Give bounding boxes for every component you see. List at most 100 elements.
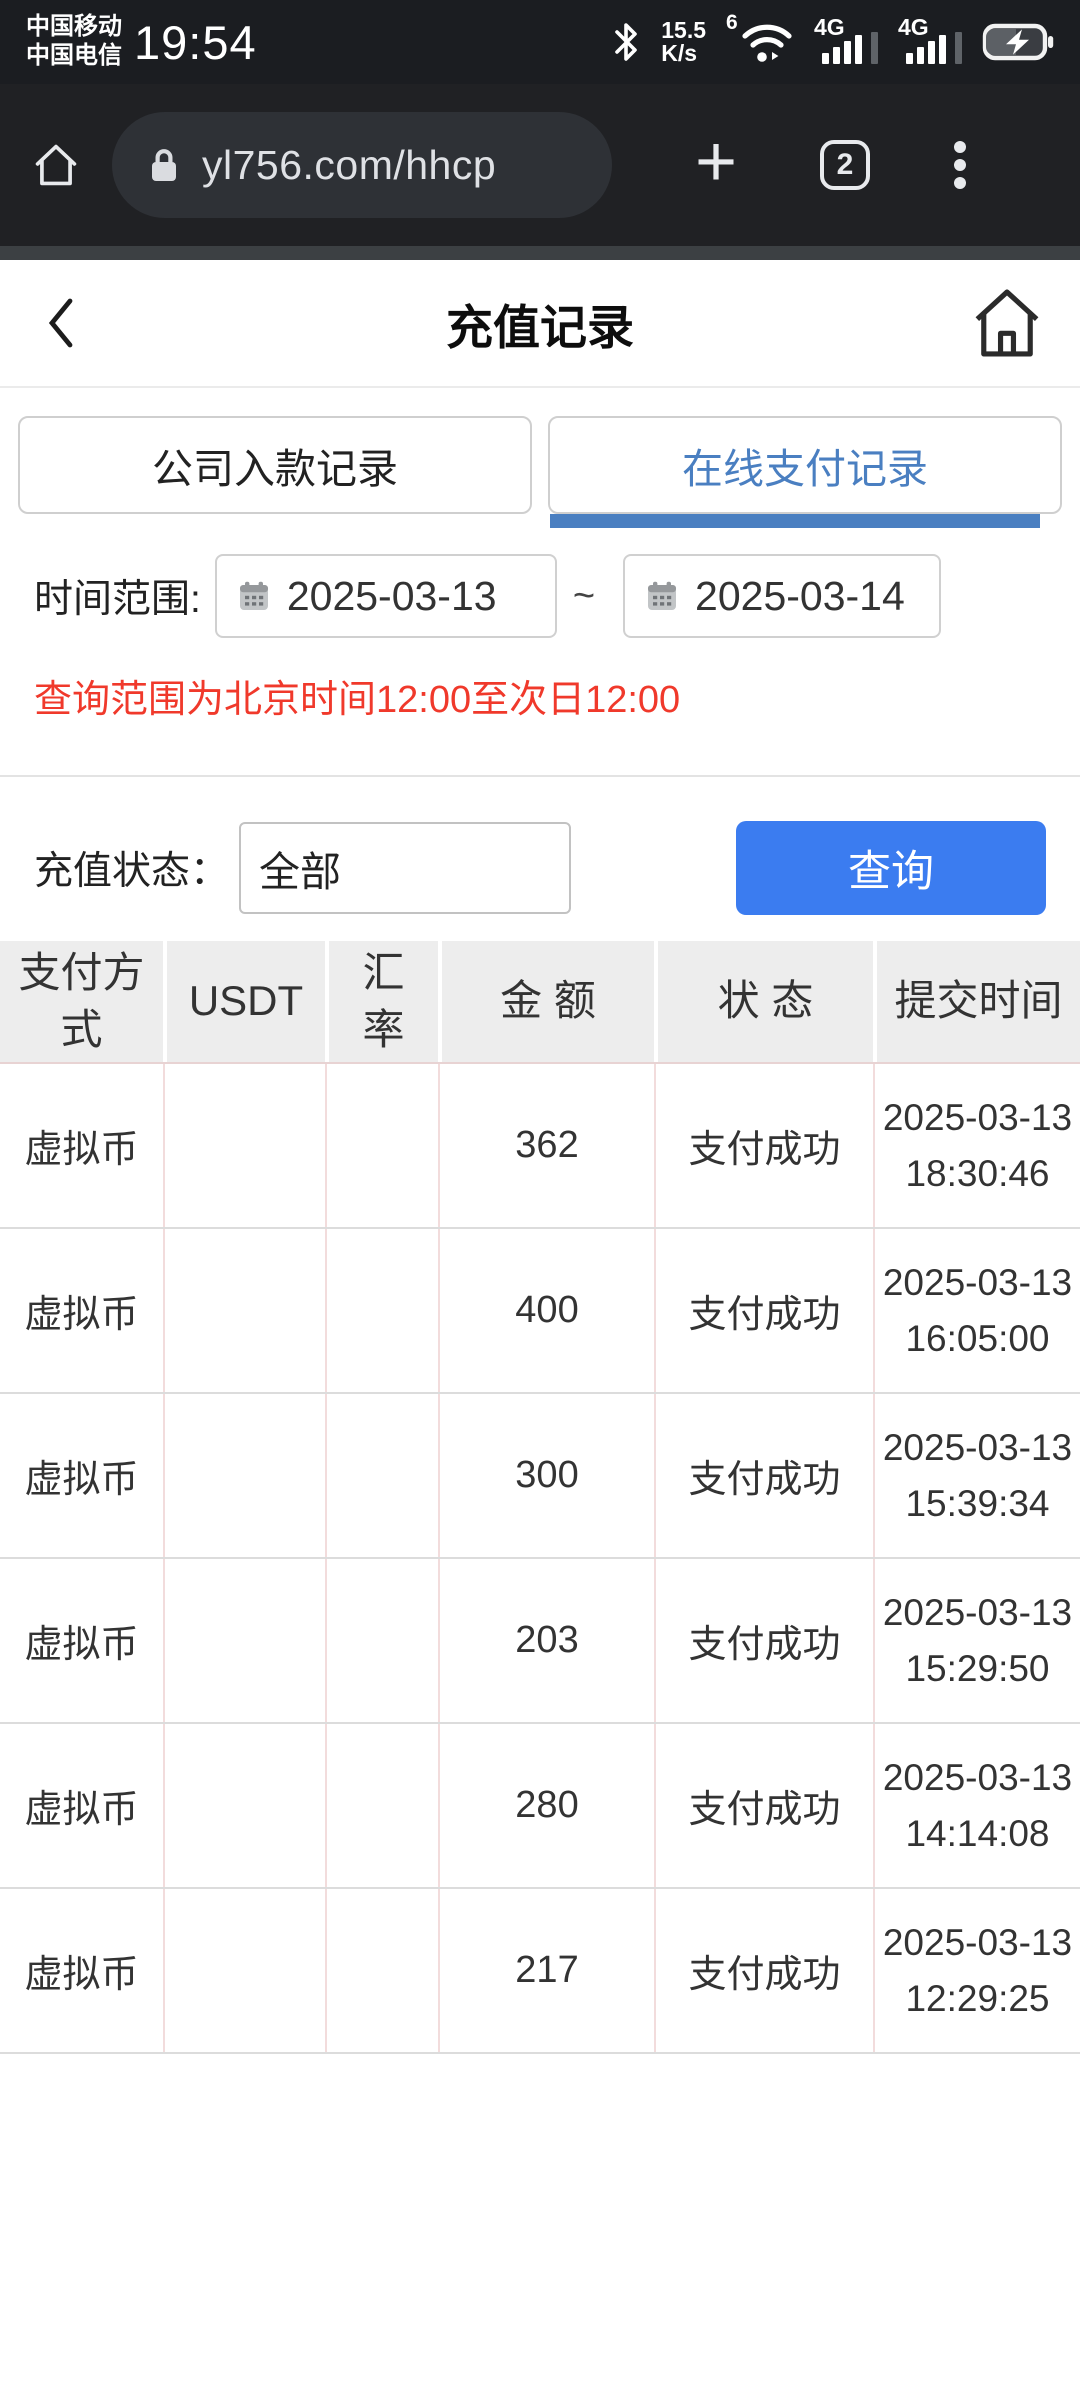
cell-submit-date-line: 2025-03-13: [882, 1592, 1073, 1633]
table-row: 虚拟币 203 支付成功 2025-03-13 15:29:50: [0, 1559, 1080, 1724]
cell-submit-date-line: 2025-03-13: [882, 1262, 1073, 1303]
wifi-indicator: 6: [726, 11, 794, 65]
network-speed: 15.5 K/s: [661, 16, 706, 66]
cell-payment-method: 虚拟币: [24, 1954, 139, 1996]
cell-amount: 362: [438, 1064, 654, 1227]
table-header-row: 支付方式 USDT 汇 率 金 额 状 态 提交时间: [0, 941, 1080, 1064]
new-tab-button[interactable]: +: [694, 122, 738, 202]
sim2-network-label: 4G: [898, 14, 929, 40]
cell-usdt: [163, 1889, 325, 2052]
date-to-input[interactable]: 2025-03-14: [623, 554, 942, 638]
cell-submit-time: 2025-03-13 18:30:46: [873, 1064, 1080, 1227]
cell-submit-time-line: 14:14:08: [905, 1812, 1050, 1854]
browser-menu-button[interactable]: [953, 139, 967, 191]
cell-status: 支付成功: [654, 1559, 873, 1722]
cell-submit-time-line: 12:29:25: [905, 1977, 1050, 2019]
url-text: yl756.com/hhcp: [202, 141, 497, 188]
url-bar[interactable]: yl756.com/hhcp: [112, 112, 612, 218]
recharge-status-select[interactable]: 全部: [239, 822, 572, 914]
cell-status: 支付成功: [654, 1889, 873, 2052]
date-range-label: 时间范围:: [34, 578, 201, 621]
cell-rate: [325, 1229, 438, 1392]
cell-amount: 217: [438, 1889, 654, 2052]
col-header-usdt: USDT: [163, 941, 325, 1062]
col-header-status: 状 态: [654, 941, 873, 1062]
network-speed-unit: K/s: [661, 40, 698, 66]
cell-rate: [325, 1559, 438, 1722]
cell-submit-time-line: 18:30:46: [905, 1152, 1050, 1194]
col-header-rate: 汇 率: [325, 941, 438, 1062]
cell-rate: [325, 1394, 438, 1557]
cell-status: 支付成功: [654, 1394, 873, 1557]
page-title: 充值记录: [446, 300, 634, 354]
cell-submit-date-line: 2025-03-13: [882, 1427, 1073, 1468]
cell-rate: [325, 1889, 438, 2052]
sim1-signal-bars: [822, 32, 878, 64]
table-row: 虚拟币 217 支付成功 2025-03-13 12:29:25: [0, 1889, 1080, 2054]
browser-home-button[interactable]: [30, 139, 82, 191]
recharge-record-table: 支付方式 USDT 汇 率 金 额 状 态 提交时间 虚拟币 362 支付成功 …: [0, 941, 1080, 2054]
sim2-signal-bars: [906, 32, 962, 64]
date-to-value: 2025-03-14: [695, 572, 905, 619]
status-bar: 中国移动 中国电信 19:54 15.5 K/s 6: [0, 0, 1080, 84]
carrier-line-2: 中国电信: [26, 42, 122, 69]
tab-online-payment-record[interactable]: 在线支付记录: [548, 416, 1062, 528]
cell-usdt: [163, 1064, 325, 1227]
record-tabs: 公司入款记录 在线支付记录: [0, 388, 1080, 536]
cell-submit-time-line: 16:05:00: [905, 1317, 1050, 1359]
network-speed-value: 15.5: [661, 16, 706, 43]
cell-usdt: [163, 1394, 325, 1557]
page-header: 充值记录: [0, 260, 1080, 388]
cell-amount: 203: [438, 1559, 654, 1722]
cell-submit-time-line: 15:39:34: [905, 1482, 1050, 1524]
date-range-row: 时间范围: 2025-03-13 ~: [0, 536, 1080, 638]
cell-status: 支付成功: [654, 1724, 873, 1887]
cell-payment-method: 虚拟币: [24, 1789, 139, 1831]
cell-usdt: [163, 1229, 325, 1392]
status-clock: 19:54: [134, 15, 257, 69]
query-button[interactable]: 查询: [736, 821, 1046, 915]
cell-submit-time-line: 15:29:50: [905, 1647, 1050, 1689]
calendar-icon: [645, 579, 679, 613]
cell-usdt: [163, 1559, 325, 1722]
date-range-separator: ~: [572, 574, 596, 617]
table-row: 虚拟币 280 支付成功 2025-03-13 14:14:08: [0, 1724, 1080, 1889]
sim2-signal: 4G: [898, 14, 962, 66]
toolbar-bottom-strip: [0, 246, 1080, 260]
wifi-generation-label: 6: [726, 11, 738, 34]
calendar-icon: [237, 579, 271, 613]
cell-submit-time: 2025-03-13 14:14:08: [873, 1724, 1080, 1887]
cell-payment-method: 虚拟币: [24, 1294, 139, 1336]
cell-submit-time: 2025-03-13 12:29:25: [873, 1889, 1080, 2052]
cell-submit-time: 2025-03-13 15:39:34: [873, 1394, 1080, 1557]
recharge-status-row: 充值状态： 全部 查询: [0, 821, 1080, 915]
bluetooth-icon: [611, 20, 641, 64]
cell-rate: [325, 1064, 438, 1227]
cell-submit-time: 2025-03-13 16:05:00: [873, 1229, 1080, 1392]
cell-submit-date-line: 2025-03-13: [882, 1922, 1073, 1963]
query-range-notice: 查询范围为北京时间12:00至次日12:00: [34, 679, 681, 721]
col-header-payment-method: 支付方式: [0, 941, 163, 1062]
battery-icon: [982, 23, 1054, 61]
cell-rate: [325, 1724, 438, 1887]
cell-submit-date-line: 2025-03-13: [882, 1757, 1073, 1798]
date-from-input[interactable]: 2025-03-13: [214, 554, 557, 638]
cell-amount: 300: [438, 1394, 654, 1557]
page-home-button[interactable]: [968, 283, 1046, 363]
col-header-submit-time: 提交时间: [873, 941, 1080, 1062]
table-row: 虚拟币 362 支付成功 2025-03-13 18:30:46: [0, 1064, 1080, 1229]
col-header-amount: 金 额: [438, 941, 654, 1062]
cell-payment-method: 虚拟币: [24, 1129, 139, 1171]
back-button[interactable]: [34, 291, 90, 355]
cell-payment-method: 虚拟币: [24, 1624, 139, 1666]
carrier-line-1: 中国移动: [26, 13, 122, 41]
date-from-value: 2025-03-13: [286, 572, 497, 619]
carrier-names: 中国移动 中国电信: [26, 13, 122, 71]
cell-status: 支付成功: [654, 1064, 873, 1227]
tab-company-deposit-record[interactable]: 公司入款记录: [18, 416, 532, 514]
lock-icon: [148, 146, 180, 184]
recharge-status-label: 充值状态：: [34, 850, 230, 893]
sim1-network-label: 4G: [814, 14, 845, 40]
tab-switcher-button[interactable]: 2: [820, 140, 871, 190]
cell-submit-date-line: 2025-03-13: [882, 1097, 1073, 1138]
